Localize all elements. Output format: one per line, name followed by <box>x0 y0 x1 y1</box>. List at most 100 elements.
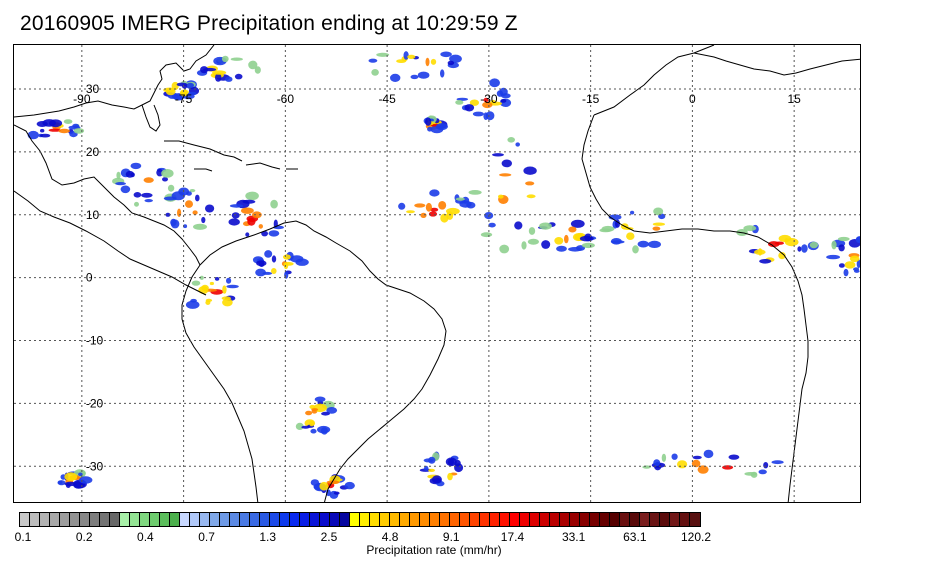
precip-cell <box>376 52 390 57</box>
precip-cell <box>229 204 244 208</box>
colorbar-segment <box>420 513 430 526</box>
precip-cell <box>449 54 462 63</box>
colorbar-segment <box>280 513 290 526</box>
precip-cell <box>856 259 860 269</box>
precip-cell <box>226 277 232 284</box>
graticule <box>14 45 860 502</box>
precip-cell <box>771 460 784 465</box>
precip-cell <box>143 177 154 183</box>
colorbar-segment <box>620 513 630 526</box>
precip-cell <box>398 202 406 210</box>
precip-cell <box>186 82 194 89</box>
precip-cell <box>215 73 222 82</box>
precip-cell <box>133 192 142 198</box>
colorbar-segment <box>470 513 480 526</box>
colorbar-segment <box>30 513 40 526</box>
coastline-florida <box>141 104 161 132</box>
precip-cell <box>632 245 639 254</box>
precip-cell <box>677 460 688 469</box>
precip-cell <box>455 100 464 105</box>
precip-cell <box>661 453 667 462</box>
coastline-hispaniola <box>245 162 281 170</box>
precip-cell <box>185 300 200 309</box>
precip-cell <box>48 128 62 132</box>
precip-cell <box>344 481 355 490</box>
precip-cell <box>27 130 39 140</box>
colorbar-tick-label: 0.7 <box>198 530 215 544</box>
precip-cell <box>853 267 860 271</box>
colorbar-segment <box>340 513 350 526</box>
colorbar-segment <box>500 513 510 526</box>
precip-cell <box>258 224 263 229</box>
latitude-label: 30 <box>86 82 100 96</box>
longitude-label: -90 <box>73 92 91 106</box>
precip-cell <box>482 101 493 109</box>
precip-cell <box>326 480 340 485</box>
precip-cell <box>270 199 278 209</box>
precip-cell <box>234 73 243 80</box>
precip-cell <box>838 263 845 268</box>
precip-cell <box>440 69 445 78</box>
longitude-label: -45 <box>378 92 396 106</box>
precip-cell <box>759 259 772 264</box>
precip-cell <box>410 74 419 80</box>
precip-cell <box>406 210 415 214</box>
precip-cell <box>429 189 440 197</box>
precip-cell <box>539 222 552 230</box>
precip-cell <box>447 472 453 481</box>
colorbar-segment <box>510 513 520 526</box>
colorbar-tick-label: 33.1 <box>561 530 586 544</box>
precip-cell <box>205 204 215 213</box>
coastline-jamaica <box>194 168 213 172</box>
latitude-label: 0 <box>86 271 93 285</box>
precip-cell <box>262 271 273 275</box>
precip-cell <box>189 189 196 193</box>
precip-cell <box>459 200 472 208</box>
precip-cell <box>248 60 258 70</box>
graticule-labels: -90 -75 -60 -45 -30 -15 0 15 30 20 10 0 -10 -20 -30 <box>73 82 801 473</box>
precip-cell <box>801 244 808 253</box>
colorbar-segment <box>180 513 190 526</box>
precip-cell <box>231 212 240 219</box>
precip-cell <box>435 123 448 131</box>
colorbar-segment <box>160 513 170 526</box>
precip-cell <box>521 241 527 250</box>
precip-cell <box>165 87 176 96</box>
precip-cell <box>610 238 622 245</box>
precip-cell <box>268 230 280 237</box>
longitude-label: -75 <box>175 92 193 106</box>
colorbar-segment <box>20 513 30 526</box>
colorbar-segment <box>200 513 210 526</box>
colorbar-segment <box>260 513 270 526</box>
precip-cell <box>170 218 177 226</box>
precip-cell <box>428 456 436 464</box>
precip-cell <box>579 235 594 242</box>
precip-cell <box>407 54 416 59</box>
precip-cell <box>525 181 535 186</box>
precip-cell <box>581 242 595 249</box>
precip-cell <box>499 244 510 254</box>
colorbar-segment <box>170 513 180 526</box>
precip-cell <box>40 128 45 133</box>
precip-cell <box>797 246 802 252</box>
colorbar-segment <box>270 513 280 526</box>
precip-cell <box>838 244 845 252</box>
longitude-label: -60 <box>277 92 295 106</box>
precip-cell <box>271 268 277 274</box>
precip-cell <box>455 197 465 201</box>
precip-cell <box>130 162 142 170</box>
precip-cell <box>177 208 182 217</box>
precip-cell <box>205 298 213 302</box>
precip-cell <box>192 210 198 215</box>
page-title: 20160905 IMERG Precipitation ending at 1… <box>20 12 518 35</box>
precip-cell <box>310 428 317 434</box>
precip-cell <box>498 194 504 199</box>
precip-cell <box>750 471 758 478</box>
precip-cell <box>855 236 860 244</box>
precip-cell <box>180 89 189 95</box>
colorbar-segment <box>460 513 470 526</box>
colorbar-segment <box>600 513 610 526</box>
precip-cell <box>554 237 564 245</box>
precip-cell <box>514 221 523 230</box>
longitude-label: -30 <box>480 92 498 106</box>
